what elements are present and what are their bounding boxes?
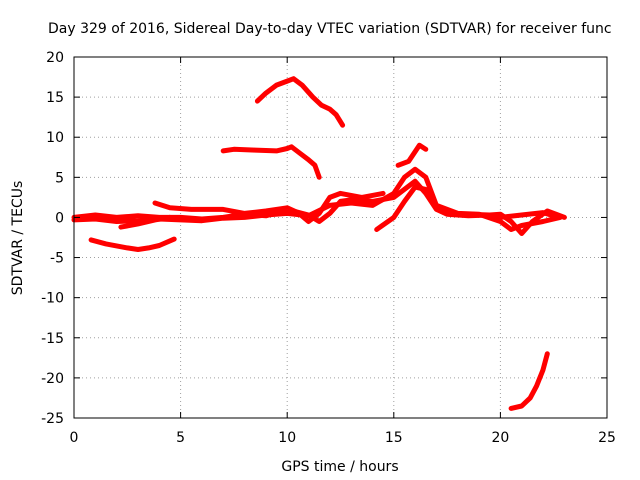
- y-tick-label: -5: [50, 251, 64, 267]
- x-axis-label: GPS time / hours: [281, 459, 398, 475]
- x-tick-label: 25: [598, 430, 616, 446]
- y-tick-label: 0: [55, 210, 64, 226]
- series-line-track-7: [395, 142, 429, 168]
- y-axis-label: SDTVAR / TECUs: [10, 181, 26, 296]
- y-tick-label: -20: [41, 371, 64, 387]
- x-tick-label: 20: [491, 430, 509, 446]
- y-tick-label: -25: [41, 411, 64, 427]
- grid-layer: [74, 57, 607, 418]
- series-line-track-10: [508, 351, 550, 411]
- y-tick-label: -10: [41, 291, 64, 307]
- y-tick-label: -15: [41, 331, 64, 347]
- y-tick-label: 5: [55, 170, 64, 186]
- series-line-track-6: [374, 184, 567, 236]
- series-line-track-5: [88, 236, 177, 252]
- series-line-track-9: [254, 76, 346, 128]
- series-line-track-8: [220, 144, 322, 180]
- y-tick-label: 10: [46, 130, 64, 146]
- x-tick-label: 10: [278, 430, 296, 446]
- y-tick-label: 15: [46, 90, 64, 106]
- y-tick-label: 20: [46, 50, 64, 66]
- series-line-track-3: [118, 214, 173, 230]
- x-tick-label: 0: [70, 430, 79, 446]
- plot-frame: [73, 56, 608, 419]
- series-line-track-4: [152, 190, 386, 224]
- series-layer: [71, 76, 567, 411]
- x-tick-label: 15: [385, 430, 403, 446]
- chart-title: Day 329 of 2016, Sidereal Day-to-day VTE…: [48, 21, 612, 37]
- tick-layer: 0 5 10 15 20 25 20 15 10 5 0 -5 -10 -15 -20 -25: [41, 50, 616, 446]
- x-tick-label: 5: [176, 430, 185, 446]
